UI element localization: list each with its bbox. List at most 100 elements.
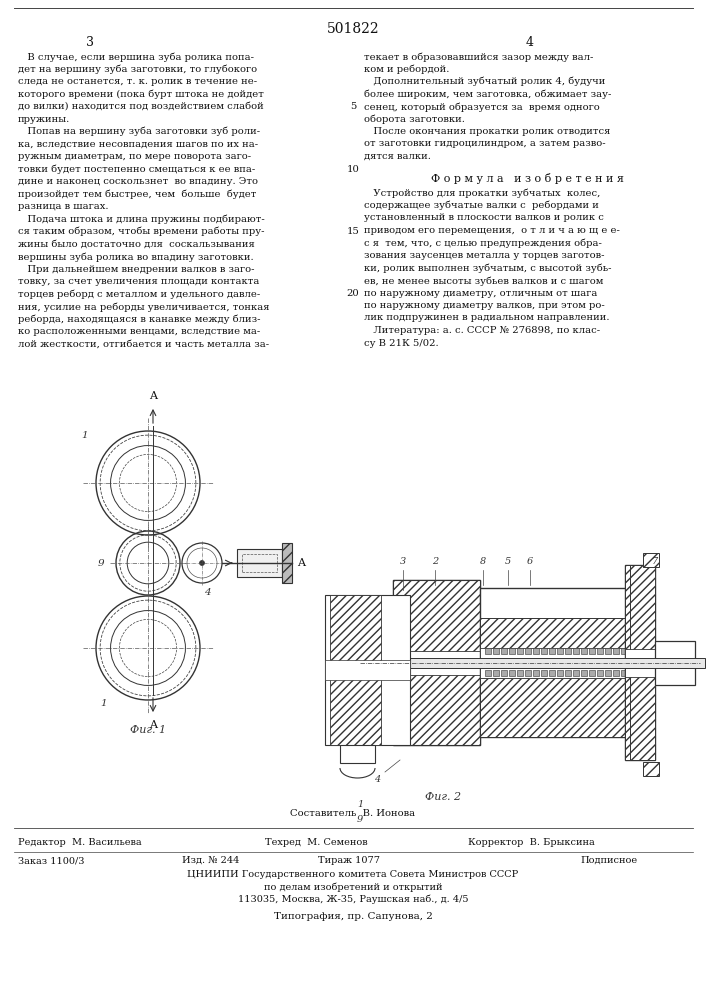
Text: приводом его перемещения,  о т л и ч а ю щ е е-: приводом его перемещения, о т л и ч а ю … (364, 226, 620, 235)
Text: зования заусенцев металла у торцев заготов-: зования заусенцев металла у торцев загот… (364, 251, 604, 260)
Text: В случае, если вершина зуба ролика попа-: В случае, если вершина зуба ролика попа- (18, 52, 254, 62)
Text: содержащее зубчатые валки с  ребордами и: содержащее зубчатые валки с ребордами и (364, 201, 599, 211)
Bar (625, 648, 655, 676)
Text: по делам изобретений и открытий: по делам изобретений и открытий (264, 882, 443, 892)
Bar (480, 678, 645, 737)
Circle shape (570, 660, 575, 665)
Text: лик подпружинен в радиальном направлении.: лик подпружинен в радиальном направлении… (364, 314, 609, 322)
Bar (237, 549, 282, 577)
Text: следа не останется, т. к. ролик в течение не-: следа не останется, т. к. ролик в течени… (18, 77, 257, 86)
Bar (549, 648, 555, 654)
Text: Тираж 1077: Тираж 1077 (318, 856, 380, 865)
Bar (643, 553, 659, 567)
Bar (597, 670, 603, 676)
Text: A: A (149, 720, 157, 730)
Text: 8: 8 (480, 557, 486, 566)
Text: произойдет тем быстрее, чем  больше  будет: произойдет тем быстрее, чем больше будет (18, 190, 257, 199)
Text: Попав на вершину зуба заготовки зуб роли-: Попав на вершину зуба заготовки зуб роли… (18, 127, 260, 136)
Text: 1: 1 (100, 699, 107, 708)
Text: 5: 5 (505, 557, 511, 566)
Text: ко расположенными венцами, вследствие ма-: ко расположенными венцами, вследствие ма… (18, 327, 260, 336)
Text: вершины зуба ролика во впадину заготовки.: вершины зуба ролика во впадину заготовки… (18, 252, 254, 261)
Text: 6: 6 (527, 557, 533, 566)
Bar (501, 648, 507, 654)
Bar (340, 745, 375, 763)
Text: реборда, находящаяся в канавке между близ-: реборда, находящаяся в канавке между бли… (18, 314, 260, 324)
Bar (398, 658, 705, 668)
Bar (360, 643, 380, 682)
Text: 113035, Москва, Ж-35, Раушская наб., д. 4/5: 113035, Москва, Ж-35, Раушская наб., д. … (238, 894, 468, 904)
Bar (573, 648, 579, 654)
Bar (375, 643, 393, 682)
Text: Редактор  М. Васильева: Редактор М. Васильева (18, 838, 141, 847)
Text: ки, ролик выполнен зубчатым, с высотой зубь-: ки, ролик выполнен зубчатым, с высотой з… (364, 263, 612, 273)
Text: Литература: а. с. СССР № 276898, по клас-: Литература: а. с. СССР № 276898, по клас… (364, 326, 600, 335)
Text: 1: 1 (357, 800, 363, 809)
Bar (625, 565, 655, 760)
Text: дет на вершину зуба заготовки, то глубокого: дет на вершину зуба заготовки, то глубок… (18, 64, 257, 74)
Circle shape (585, 660, 590, 665)
Bar (393, 580, 480, 745)
Text: ся таким образом, чтобы времени работы пру-: ся таким образом, чтобы времени работы п… (18, 227, 264, 236)
Bar (605, 670, 611, 676)
Bar (242, 554, 277, 572)
Text: Корректор  В. Брыксина: Корректор В. Брыксина (468, 838, 595, 847)
Text: 7: 7 (652, 557, 658, 566)
Text: ния, усилие на реборды увеличивается, тонкая: ния, усилие на реборды увеличивается, то… (18, 302, 269, 312)
Bar (393, 650, 480, 674)
Text: оборота заготовки.: оборота заготовки. (364, 114, 465, 124)
Text: более широким, чем заготовка, обжимает зау-: более широким, чем заготовка, обжимает з… (364, 90, 612, 99)
Bar (325, 660, 410, 680)
Bar (637, 670, 643, 676)
Text: 4: 4 (526, 36, 534, 49)
Text: После окончания прокатки ролик отводится: После окончания прокатки ролик отводится (364, 127, 610, 136)
Bar (282, 543, 292, 583)
Bar (480, 588, 645, 737)
Bar (643, 762, 659, 776)
Bar (581, 648, 587, 654)
Text: 1: 1 (81, 432, 88, 440)
Text: Типография, пр. Сапунова, 2: Типография, пр. Сапунова, 2 (274, 912, 433, 921)
Text: ружным диаметрам, по мере поворота заго-: ружным диаметрам, по мере поворота заго- (18, 152, 251, 161)
Text: Фиг. 2: Фиг. 2 (425, 792, 461, 802)
Bar (613, 670, 619, 676)
Text: 9: 9 (357, 815, 363, 824)
Text: Техред  М. Семенов: Техред М. Семенов (265, 838, 368, 847)
Bar (625, 565, 650, 760)
Text: товку, за счет увеличения площади контакта: товку, за счет увеличения площади контак… (18, 277, 259, 286)
Text: разница в шагах.: разница в шагах. (18, 202, 108, 211)
Text: установленный в плоскости валков и ролик с: установленный в плоскости валков и ролик… (364, 214, 604, 223)
Bar (597, 648, 603, 654)
Bar (541, 670, 547, 676)
Bar (365, 654, 408, 670)
Text: Изд. № 244: Изд. № 244 (182, 856, 240, 865)
Bar (613, 648, 619, 654)
Bar (589, 670, 595, 676)
Text: лой жесткости, отгибается и часть металла за-: лой жесткости, отгибается и часть металл… (18, 340, 269, 349)
Text: 9: 9 (98, 558, 104, 568)
Circle shape (506, 660, 510, 665)
Text: жины было достаточно для  соскальзывания: жины было достаточно для соскальзывания (18, 239, 255, 248)
Bar (501, 670, 507, 676)
Text: ка, вследствие несовпадения шагов по их на-: ка, вследствие несовпадения шагов по их … (18, 139, 258, 148)
Circle shape (617, 660, 622, 665)
Text: Устройство для прокатки зубчатых  колес,: Устройство для прокатки зубчатых колес, (364, 188, 600, 198)
Text: ев, не менее высоты зубьев валков и с шагом: ев, не менее высоты зубьев валков и с ша… (364, 276, 603, 286)
Text: Дополнительный зубчатый ролик 4, будучи: Дополнительный зубчатый ролик 4, будучи (364, 77, 605, 87)
Text: Подача штока и длина пружины подбирают-: Подача штока и длина пружины подбирают- (18, 215, 264, 224)
Text: 501822: 501822 (327, 22, 380, 36)
Bar (360, 643, 413, 682)
Text: 10: 10 (346, 164, 359, 174)
Text: Заказ 1100/3: Заказ 1100/3 (18, 856, 85, 865)
Bar (485, 648, 491, 654)
Circle shape (537, 660, 542, 665)
Text: A: A (297, 558, 305, 568)
Text: Фиг. 1: Фиг. 1 (130, 725, 166, 735)
Bar (629, 670, 635, 676)
Text: с я  тем, что, с целью предупреждения обра-: с я тем, что, с целью предупреждения обр… (364, 238, 602, 248)
Text: 15: 15 (346, 227, 359, 236)
Bar (621, 648, 627, 654)
Bar (629, 648, 635, 654)
Text: сенец, который образуется за  время одного: сенец, который образуется за время одног… (364, 102, 600, 111)
Text: При дальнейшем внедрении валков в заго-: При дальнейшем внедрении валков в заго- (18, 264, 255, 273)
